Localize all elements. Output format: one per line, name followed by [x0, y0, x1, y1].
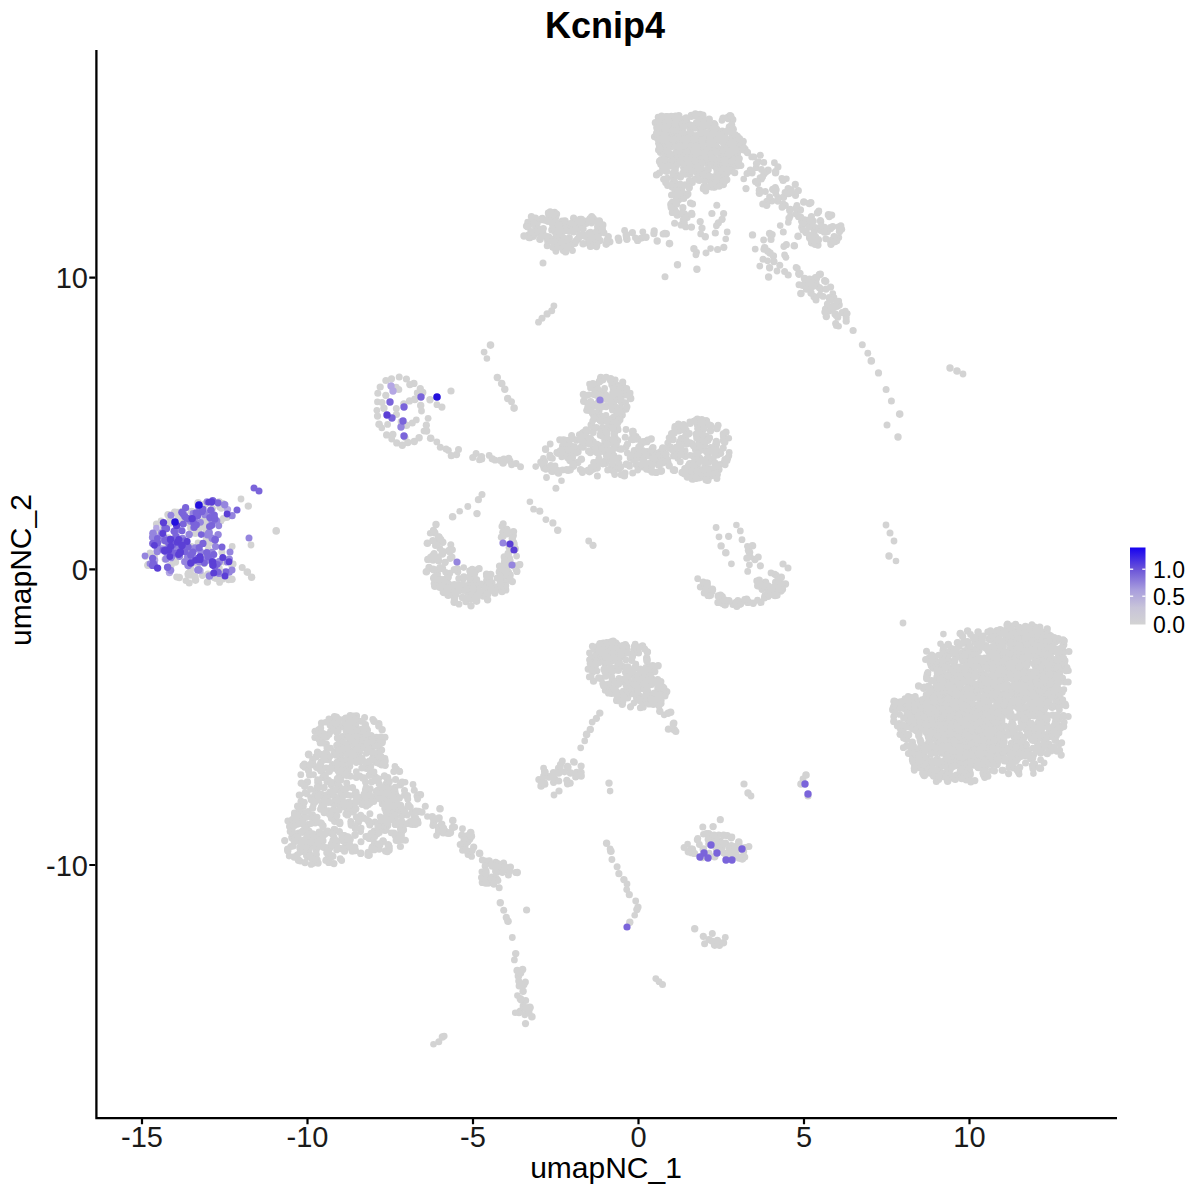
svg-text:-15: -15	[121, 1121, 163, 1153]
svg-text:Kcnip4: Kcnip4	[545, 5, 665, 46]
svg-text:10: 10	[56, 262, 88, 294]
svg-text:0: 0	[630, 1121, 646, 1153]
svg-text:umapNC_1: umapNC_1	[530, 1151, 682, 1184]
svg-text:0: 0	[72, 554, 88, 586]
svg-text:-10: -10	[46, 850, 88, 882]
svg-text:0.0: 0.0	[1153, 612, 1185, 638]
svg-text:10: 10	[953, 1121, 985, 1153]
svg-text:-10: -10	[287, 1121, 329, 1153]
svg-text:1.0: 1.0	[1153, 557, 1185, 583]
svg-text:0.5: 0.5	[1153, 584, 1185, 610]
svg-text:5: 5	[796, 1121, 812, 1153]
svg-text:umapNC_2: umapNC_2	[4, 494, 37, 646]
svg-text:-5: -5	[460, 1121, 486, 1153]
